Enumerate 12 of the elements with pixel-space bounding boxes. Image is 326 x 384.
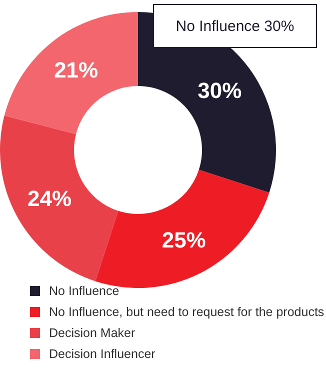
legend-label: Decision Maker xyxy=(49,326,136,340)
donut-slice xyxy=(95,170,270,288)
data-label: 24% xyxy=(27,186,72,212)
data-label: 21% xyxy=(54,58,98,83)
text: No Influence 30% xyxy=(153,4,317,48)
donut-slice xyxy=(0,116,118,282)
donut-slice xyxy=(4,12,138,134)
legend-label: No Influence, but need to request for the products xyxy=(49,304,324,318)
legend-label: Decision Influencer xyxy=(49,346,156,360)
legend-label: No Influence xyxy=(49,284,120,298)
data-label: 30% xyxy=(198,78,242,104)
data-label: 25% xyxy=(162,227,206,252)
